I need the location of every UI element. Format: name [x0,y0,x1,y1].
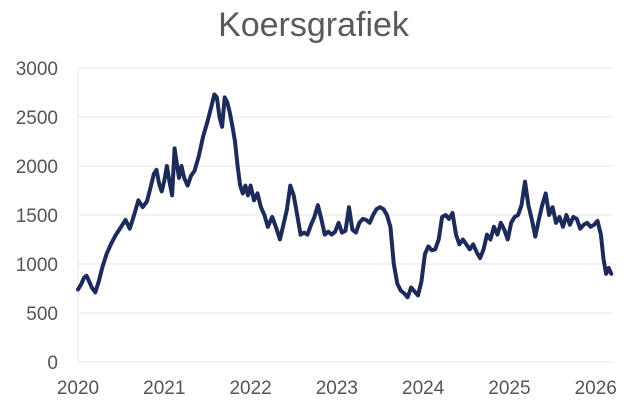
chart-title: Koersgrafiek [218,6,409,44]
x-tick-label: 2026 [575,378,617,399]
x-tick-label: 2023 [316,378,358,399]
price-series-line [76,92,614,300]
y-tick-label: 2500 [16,108,58,129]
y-tick-label: 0 [47,353,58,374]
x-tick-label: 2021 [143,378,185,399]
y-tick-label: 3000 [16,59,58,80]
x-tick-label: 2025 [488,378,530,399]
y-tick-label: 1000 [16,255,58,276]
y-tick-label: 1500 [16,206,58,227]
x-tick-label: 2020 [57,378,99,399]
y-tick-label: 500 [26,304,58,325]
y-tick-label: 2000 [16,157,58,178]
x-tick-label: 2022 [229,378,271,399]
x-tick-label: 2024 [402,378,445,399]
